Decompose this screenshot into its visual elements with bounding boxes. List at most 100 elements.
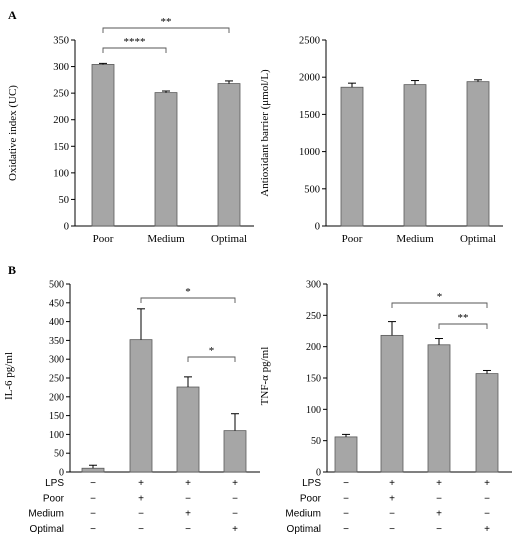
chart3-condition-mark: + bbox=[138, 493, 144, 504]
chart4-condition-mark: − bbox=[484, 493, 490, 504]
chart3-y-tick-label: 150 bbox=[49, 411, 64, 422]
chart2-bar bbox=[403, 84, 427, 227]
chart4-bar bbox=[427, 344, 451, 473]
chart1-y-tick-label: 100 bbox=[53, 168, 69, 179]
chart4-condition-name: Medium bbox=[285, 509, 321, 520]
chart3-condition-mark: + bbox=[185, 478, 191, 489]
chart3-y-tick-label: 500 bbox=[49, 280, 64, 291]
chart1-significance-label: ** bbox=[161, 16, 172, 28]
chart3-y-tick-label: 100 bbox=[49, 430, 64, 441]
chart3-condition-mark: − bbox=[90, 493, 96, 504]
chart2-bar bbox=[466, 81, 490, 227]
chart1-x-tick-label: Medium bbox=[147, 233, 185, 245]
chart3-condition-mark: + bbox=[232, 524, 238, 535]
chart4-condition-mark: − bbox=[436, 493, 442, 504]
chart4-condition-name: Optimal bbox=[287, 524, 321, 535]
chart1-bar bbox=[154, 92, 178, 227]
chart3-y-axis-label: IL-6 pg/ml bbox=[3, 352, 15, 400]
chart1-significance-bracket bbox=[102, 27, 230, 33]
chart1-y-tick-label: 350 bbox=[53, 36, 69, 47]
chart3-y-tick-label: 250 bbox=[49, 374, 64, 385]
chart3-condition-name: Medium bbox=[28, 509, 64, 520]
chart2-y-tick-label: 1000 bbox=[299, 147, 320, 158]
chart2-x-tick-label: Optimal bbox=[460, 233, 496, 245]
chart4-condition-mark: + bbox=[484, 524, 490, 535]
chart2-y-tick-label: 2500 bbox=[299, 36, 320, 47]
chart2-y-tick-label: 1500 bbox=[299, 110, 320, 121]
chart4-condition-mark: − bbox=[389, 509, 395, 520]
chart4-y-tick-label: 0 bbox=[316, 468, 321, 479]
chart1-x-tick-label: Poor bbox=[93, 233, 114, 245]
chart4-bar bbox=[380, 334, 404, 473]
chart2-y-axis-label: Antioxidant barrier (μmol/L) bbox=[259, 69, 271, 197]
chart3-condition-mark: − bbox=[232, 493, 238, 504]
chart3-condition-mark: − bbox=[90, 524, 96, 535]
chart3-y-tick-label: 200 bbox=[49, 392, 64, 403]
chart4-condition-mark: − bbox=[436, 524, 442, 535]
chart3-y-tick-label: 300 bbox=[49, 355, 64, 366]
chart3-y-tick-label: 450 bbox=[49, 298, 64, 309]
chart3-condition-name: LPS bbox=[45, 478, 64, 489]
chart3-bar bbox=[223, 430, 247, 473]
chart3-bar bbox=[81, 467, 105, 473]
chart1-y-axis-label: Oxidative index (UC) bbox=[7, 85, 19, 181]
chart1-y-tick-label: 150 bbox=[53, 142, 69, 153]
chart4-condition-mark: − bbox=[343, 509, 349, 520]
chart4-y-tick-label: 150 bbox=[306, 374, 321, 385]
chart4-y-tick-label: 100 bbox=[306, 405, 321, 416]
chart1-bar bbox=[217, 83, 241, 227]
chart3-condition-mark: + bbox=[185, 509, 191, 520]
chart1-significance-bracket bbox=[102, 47, 167, 53]
chart3-significance-bracket bbox=[187, 356, 236, 362]
chart4-bar bbox=[334, 436, 358, 473]
chart1-y-tick-label: 250 bbox=[53, 89, 69, 100]
chart3-y-tick-label: 50 bbox=[54, 449, 64, 460]
chart3-condition-mark: − bbox=[185, 493, 191, 504]
chart3-condition-mark: − bbox=[232, 509, 238, 520]
chart4-condition-name: LPS bbox=[302, 478, 321, 489]
chart4-y-tick-label: 250 bbox=[306, 311, 321, 322]
chart2-bar bbox=[340, 86, 364, 227]
chart4-y-axis-label: TNF-α pg/ml bbox=[259, 347, 271, 406]
chart2-x-tick-label: Medium bbox=[396, 233, 434, 245]
chart3-condition-mark: − bbox=[185, 524, 191, 535]
chart3-y-tick-label: 400 bbox=[49, 317, 64, 328]
chart1-significance-label: **** bbox=[124, 36, 146, 48]
chart1-y-tick-label: 300 bbox=[53, 62, 69, 73]
chart4-condition-mark: − bbox=[389, 524, 395, 535]
chart3-significance-label: * bbox=[185, 286, 191, 298]
chart3-condition-mark: + bbox=[138, 478, 144, 489]
chart1-y-tick-label: 200 bbox=[53, 115, 69, 126]
chart4-condition-mark: − bbox=[343, 478, 349, 489]
chart4-condition-mark: + bbox=[389, 493, 395, 504]
chart2-x-tick-label: Poor bbox=[342, 233, 363, 245]
chart4-significance-label: ** bbox=[458, 312, 469, 324]
chart4-condition-name: Poor bbox=[300, 493, 322, 504]
chart4-significance-bracket bbox=[391, 302, 488, 308]
chart1-x-tick-label: Optimal bbox=[211, 233, 247, 245]
chart3-condition-mark: − bbox=[90, 509, 96, 520]
chart4-y-tick-label: 50 bbox=[311, 436, 321, 447]
chart4-bar bbox=[475, 373, 499, 473]
chart4-condition-mark: + bbox=[484, 478, 490, 489]
chart4-condition-mark: + bbox=[389, 478, 395, 489]
chart3-y-tick-label: 0 bbox=[59, 468, 64, 479]
chart4-condition-mark: + bbox=[436, 509, 442, 520]
chart3-significance-label: * bbox=[209, 345, 215, 357]
chart1-bar bbox=[91, 64, 115, 227]
chart2-y-tick-label: 500 bbox=[304, 184, 320, 195]
chart3-condition-name: Optimal bbox=[30, 524, 64, 535]
chart3-significance-bracket bbox=[140, 297, 236, 303]
chart1-y-tick-label: 0 bbox=[64, 222, 69, 233]
chart4-significance-bracket bbox=[438, 323, 488, 329]
chart2-y-tick-label: 2000 bbox=[299, 73, 320, 84]
chart3-condition-mark: − bbox=[138, 509, 144, 520]
chart1-y-tick-label: 50 bbox=[59, 195, 70, 206]
panel-label-b: B bbox=[8, 263, 17, 277]
chart4-significance-label: * bbox=[437, 291, 443, 303]
panel-label-a: A bbox=[8, 8, 17, 22]
chart4-y-tick-label: 200 bbox=[306, 342, 321, 353]
chart3-bar bbox=[176, 386, 200, 473]
chart4-y-tick-label: 300 bbox=[306, 280, 321, 291]
